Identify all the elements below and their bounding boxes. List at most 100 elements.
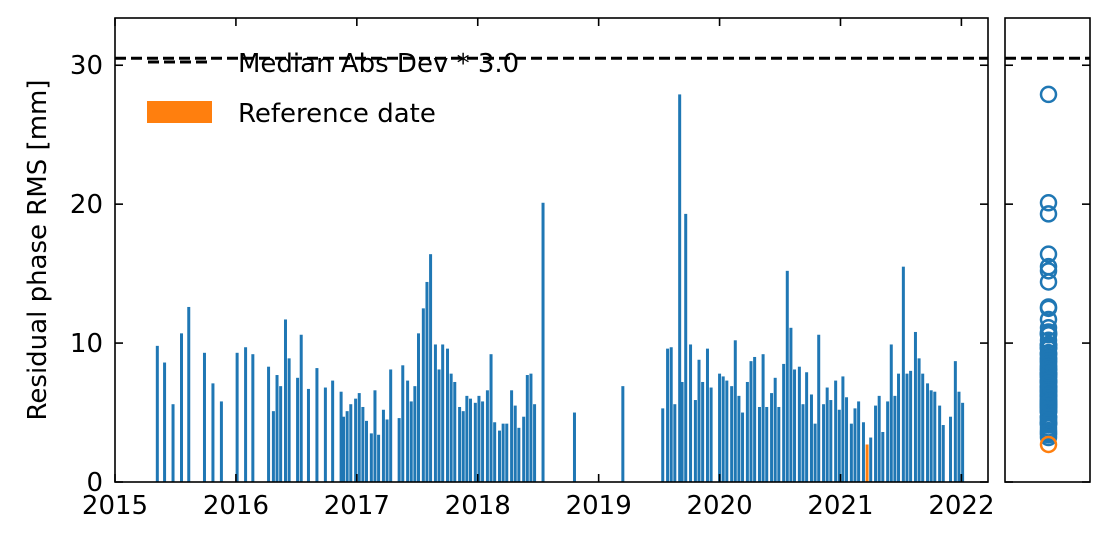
bar <box>533 404 537 482</box>
bar <box>938 405 942 482</box>
legend-label: Median Abs Dev * 3.0 <box>238 49 519 79</box>
side-point <box>1039 299 1058 318</box>
side-point <box>1039 394 1058 412</box>
bar <box>941 425 945 482</box>
x-tick-label: 2016 <box>203 491 269 521</box>
side-point <box>1039 245 1058 263</box>
bar <box>877 395 881 482</box>
bar <box>315 368 319 482</box>
bar <box>901 266 905 482</box>
bar <box>357 393 361 482</box>
bar <box>505 423 509 482</box>
bar <box>275 375 279 482</box>
side-point <box>1039 416 1058 434</box>
bar <box>493 422 497 482</box>
bar <box>251 354 255 482</box>
bar <box>331 380 335 482</box>
bar <box>705 348 709 482</box>
bar <box>287 358 291 482</box>
side-frame <box>1004 17 1091 483</box>
bar <box>235 352 239 482</box>
side-point <box>1039 374 1058 393</box>
bar <box>917 358 921 482</box>
bar <box>369 433 373 482</box>
bar <box>441 344 445 482</box>
bar <box>171 404 175 482</box>
bar <box>453 381 457 482</box>
bar <box>361 406 365 482</box>
bar <box>661 408 665 482</box>
bar <box>211 383 215 482</box>
bar <box>829 400 833 482</box>
bar <box>202 352 206 482</box>
bar <box>857 401 861 482</box>
bar <box>845 397 849 482</box>
bar <box>513 405 517 482</box>
bar <box>433 344 437 482</box>
bar <box>909 370 913 482</box>
bar <box>510 390 514 482</box>
bar <box>349 404 353 482</box>
bar <box>725 380 729 482</box>
bar <box>929 390 933 482</box>
bar <box>413 386 417 482</box>
bar <box>461 411 465 482</box>
bar <box>886 401 890 482</box>
bar <box>525 375 529 482</box>
bar <box>529 373 533 482</box>
bar <box>365 420 369 482</box>
bar <box>339 391 343 482</box>
bar <box>730 386 734 482</box>
bar <box>187 306 191 482</box>
bar <box>481 401 485 482</box>
side-reference-point <box>1039 435 1058 454</box>
x-tick-label: 2020 <box>686 491 752 521</box>
bar <box>477 395 481 482</box>
bar <box>572 412 576 482</box>
bar <box>745 381 749 482</box>
bar <box>801 404 805 482</box>
bar <box>449 373 453 482</box>
side-point <box>1039 323 1058 341</box>
x-tick-label: 2022 <box>928 491 994 521</box>
legend-reference-swatch <box>147 101 212 123</box>
bar <box>822 404 826 482</box>
bar <box>926 383 930 482</box>
bar <box>905 373 909 482</box>
bar <box>385 419 389 482</box>
bar <box>446 348 450 482</box>
bar <box>458 406 462 482</box>
bar <box>874 405 878 482</box>
bar <box>757 406 761 482</box>
bar <box>837 409 841 482</box>
bar <box>853 408 857 482</box>
bar <box>721 376 725 482</box>
bar <box>797 366 801 482</box>
bar <box>501 423 505 482</box>
bar <box>777 406 781 482</box>
side-point <box>1039 85 1058 104</box>
bar <box>485 390 489 482</box>
bar <box>421 308 425 482</box>
bar <box>753 356 757 482</box>
bar <box>678 94 682 482</box>
bar <box>498 430 502 482</box>
bar <box>244 347 248 482</box>
bar <box>761 354 765 482</box>
bar <box>782 363 786 482</box>
side-point <box>1039 382 1058 401</box>
bar <box>693 400 697 482</box>
bar <box>465 395 469 482</box>
side-point <box>1039 257 1058 276</box>
side-point <box>1039 352 1058 370</box>
bar <box>718 373 722 482</box>
bar <box>306 388 310 482</box>
x-tick-label: 2017 <box>324 491 390 521</box>
bar <box>406 380 410 482</box>
bar <box>155 345 159 482</box>
y-axis-label: Residual phase RMS [mm] <box>23 80 53 421</box>
bar <box>749 361 753 482</box>
bar <box>473 402 477 482</box>
bar <box>933 391 937 482</box>
